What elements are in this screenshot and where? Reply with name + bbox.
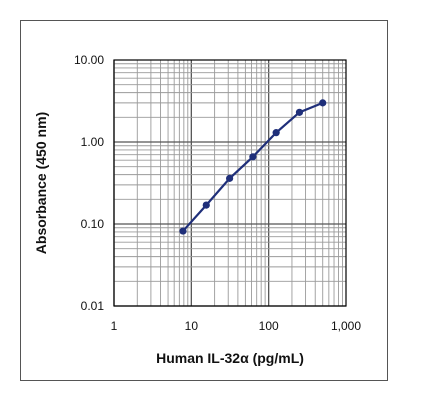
data-point (272, 129, 280, 137)
data-point (319, 99, 327, 107)
plot-area-border (113, 59, 347, 307)
y-tick-label: 10.00 (74, 53, 104, 67)
grid-lines (113, 60, 346, 307)
data-point (249, 153, 257, 161)
tick-labels: 1 10 100 1,000 0.01 0.10 1.00 10.00 (74, 53, 361, 333)
y-tick-label: 0.10 (81, 217, 105, 231)
data-point (202, 201, 210, 209)
data-point (179, 227, 187, 235)
y-axis-title: Absorbance (450 nm) (33, 112, 49, 254)
x-tick-label: 1 (111, 319, 118, 333)
data-point (226, 174, 234, 182)
x-tick-label: 1,000 (331, 319, 361, 333)
y-tick-label: 1.00 (81, 135, 105, 149)
x-tick-label: 10 (185, 319, 199, 333)
x-axis-title: Human IL-32α (pg/mL) (156, 350, 304, 366)
standard-curve-series (179, 99, 327, 235)
y-tick-label: 0.01 (81, 299, 105, 313)
data-point (295, 108, 304, 116)
chart-frame (20, 20, 388, 381)
x-tick-label: 100 (259, 319, 279, 333)
